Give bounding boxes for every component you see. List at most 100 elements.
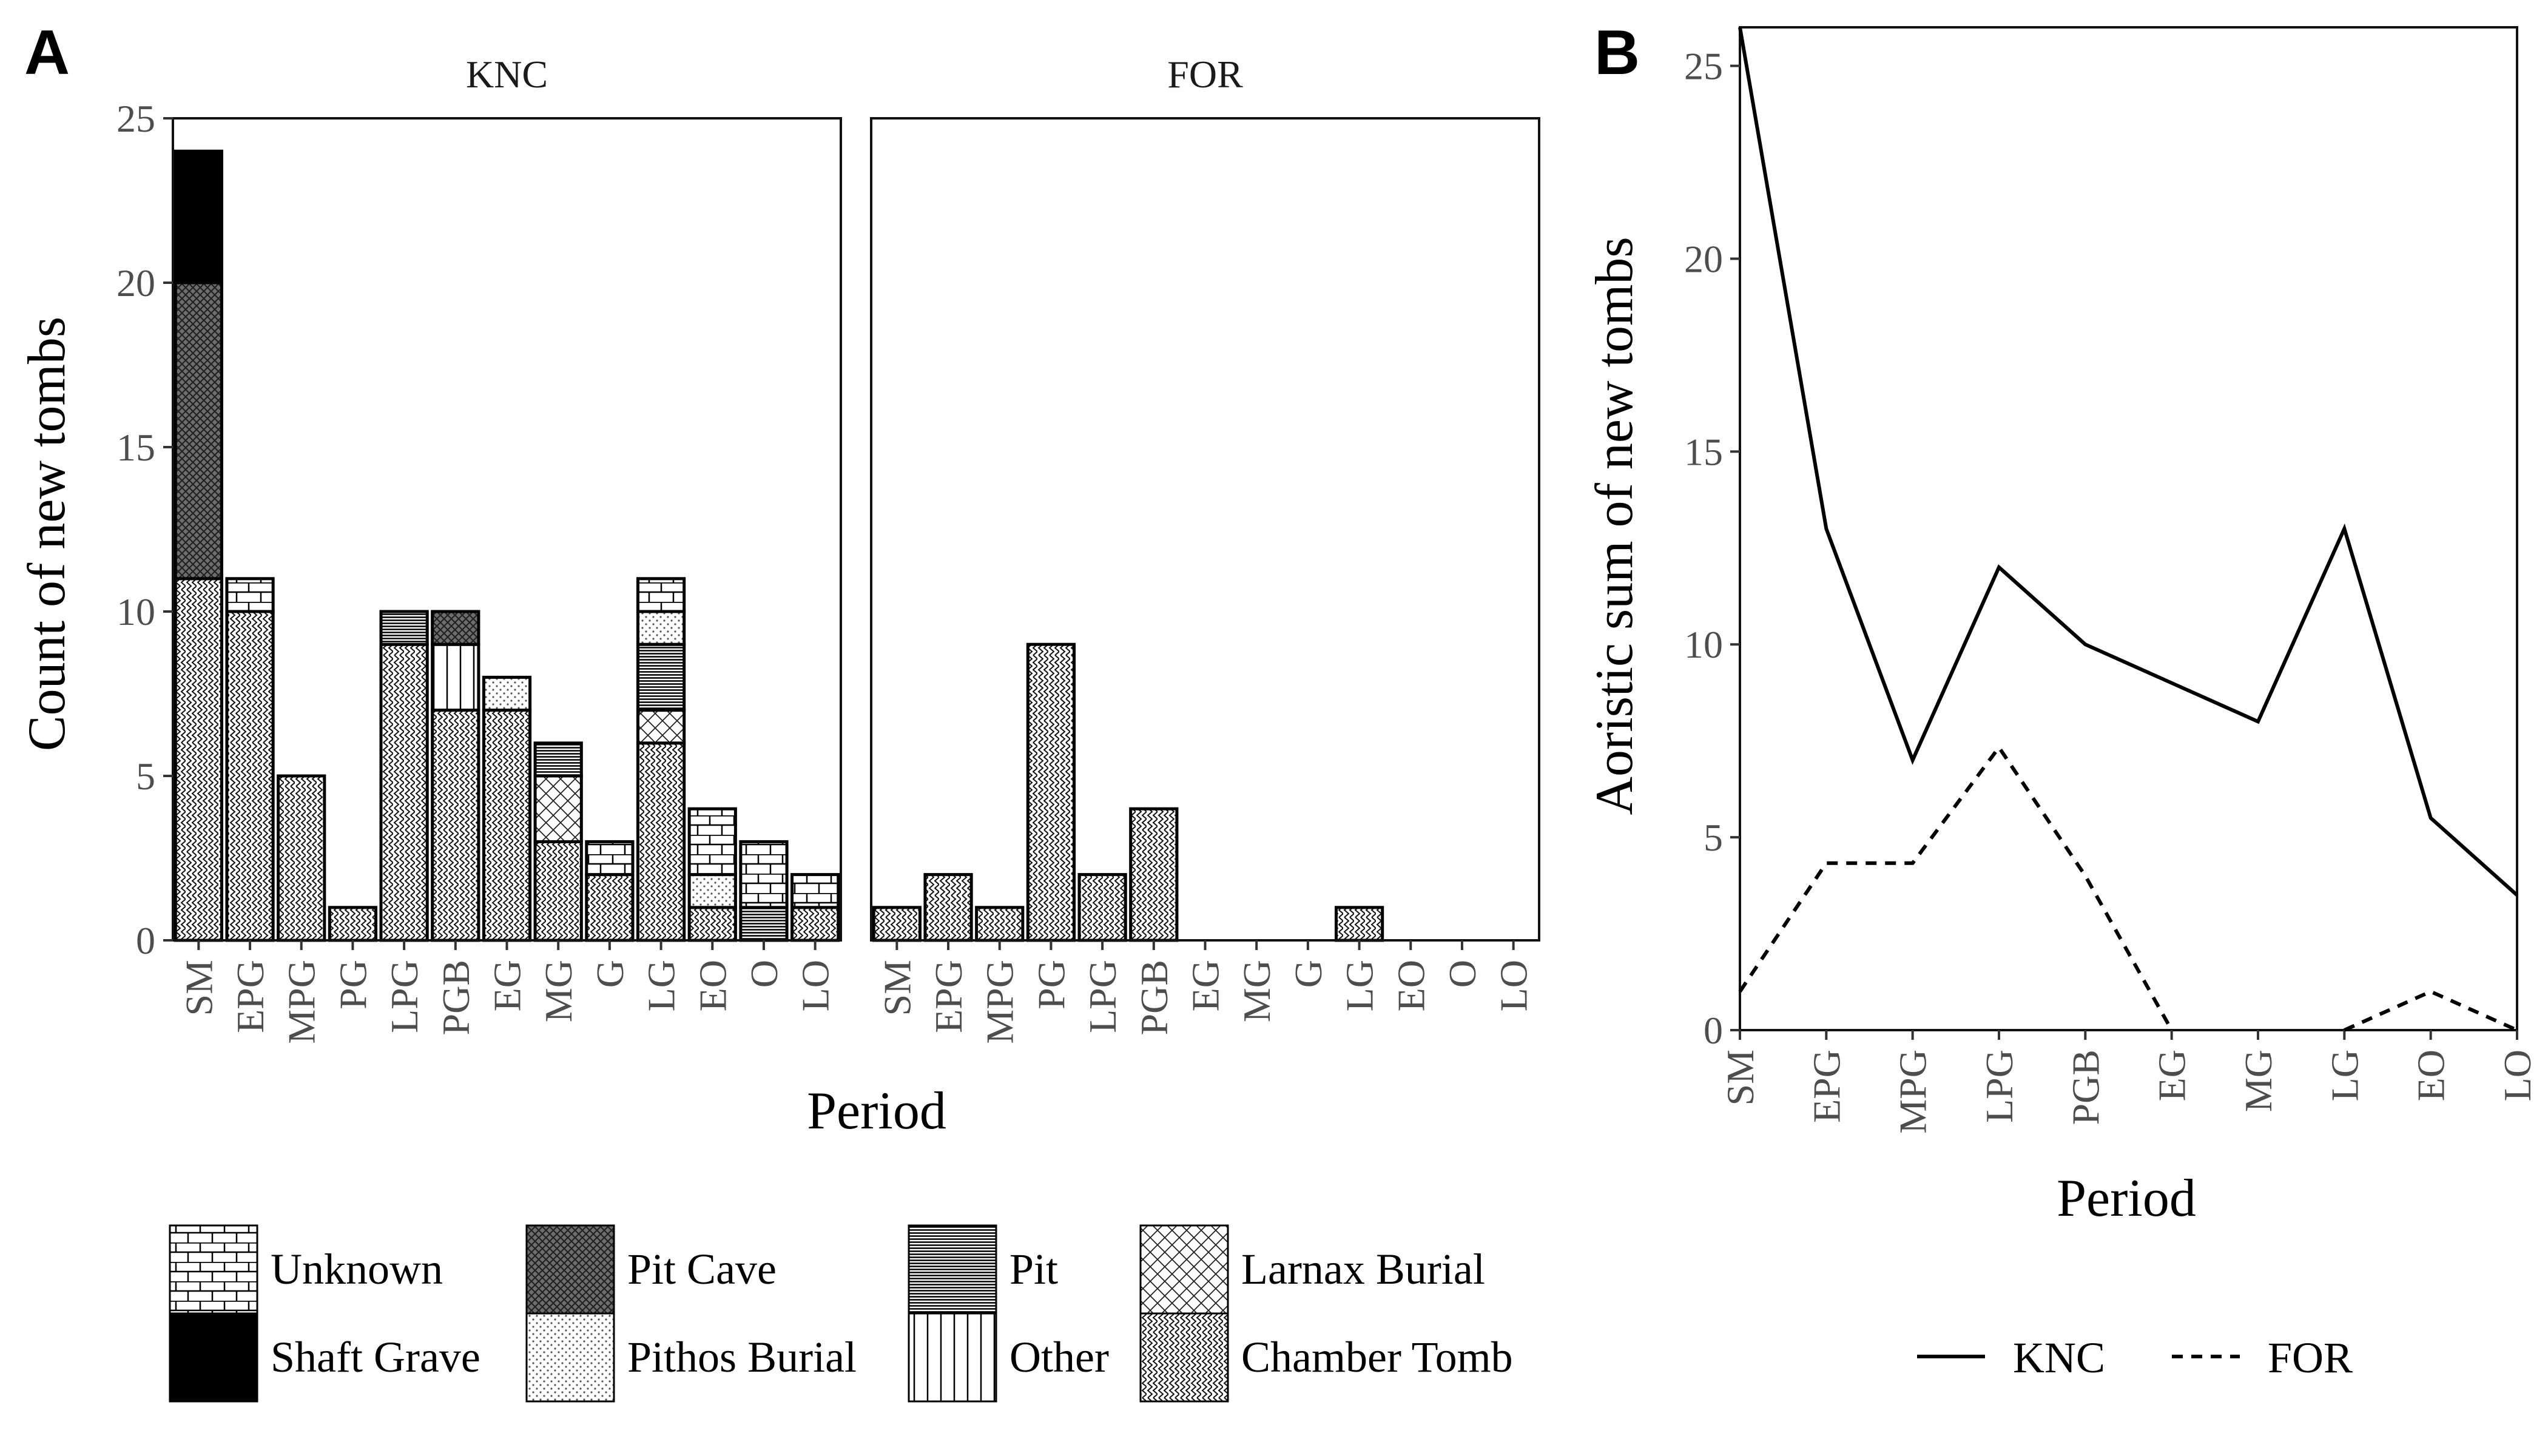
panel-b-label: B bbox=[1594, 18, 1640, 88]
panel-a-y-tick-label: 0 bbox=[136, 919, 155, 962]
panel-a-y-axis-title: Count of new tombs bbox=[18, 317, 76, 751]
panel-b-x-tick-label-mg: MG bbox=[2237, 1050, 2280, 1112]
panel-b-y-axis-title: Aoristic sum of new tombs bbox=[1585, 237, 1644, 815]
panel-a-y-tick-label: 20 bbox=[116, 261, 155, 305]
legend-label-knc: KNC bbox=[2013, 1333, 2105, 1382]
legend-label-pit-cave: Pit Cave bbox=[627, 1245, 777, 1293]
legend-key-pit-cave bbox=[525, 1224, 615, 1315]
x-tick-label-knc-g: G bbox=[588, 960, 632, 988]
bar-knc-o-unknown bbox=[739, 840, 789, 909]
panel-b-x-tick-label-lg: LG bbox=[2323, 1050, 2366, 1101]
bar-for-pgb-chamber-tomb bbox=[1129, 807, 1179, 942]
panel-b-x-tick-label-epg: EPG bbox=[1805, 1050, 1848, 1123]
line-for-segment-2 bbox=[2344, 989, 2518, 1032]
panel-b-y-tick-label: 20 bbox=[1684, 237, 1723, 280]
panel-a-y-tick-label: 15 bbox=[116, 426, 155, 469]
x-tick-label-knc-mg: MG bbox=[537, 960, 580, 1022]
x-tick-label-for-mpg: MPG bbox=[979, 960, 1022, 1044]
bar-knc-lg-chamber-tomb bbox=[636, 741, 686, 942]
legend-key-larnax-burial bbox=[1139, 1224, 1229, 1315]
panel-a-legend: Unknown Shaft Grave Pit Cave Pithos Burial P… bbox=[169, 1224, 1513, 1403]
x-tick-label-for-pg: PG bbox=[1030, 960, 1073, 1009]
panel-b-y-tick-label: 5 bbox=[1704, 816, 1723, 859]
legend-key-other bbox=[908, 1312, 997, 1403]
facet-label-knc: KNC bbox=[466, 53, 548, 96]
bar-knc-g-unknown bbox=[585, 840, 635, 877]
panel-b: 0 5 10 15 20 25 SM EPG MPG LPG PGB EG MG LG EO LO Perio… bbox=[1585, 26, 2539, 1382]
legend-key-pit bbox=[908, 1224, 997, 1315]
bar-knc-mg-chamber-tomb bbox=[533, 840, 583, 942]
x-tick-label-for-o: O bbox=[1441, 960, 1484, 988]
facet-frame-for bbox=[870, 117, 1540, 942]
bar-knc-mg-larnax-burial bbox=[533, 774, 583, 843]
bar-knc-pg-chamber-tomb bbox=[328, 906, 378, 942]
panel-b-x-tick-label-eg: EG bbox=[2151, 1050, 2194, 1101]
panel-a-y-tick-label: 10 bbox=[116, 590, 155, 633]
legend-label-for: FOR bbox=[2268, 1333, 2353, 1382]
x-tick-label-for-eg: EG bbox=[1184, 960, 1227, 1011]
bar-knc-epg-unknown bbox=[225, 577, 275, 613]
bar-knc-g-chamber-tomb bbox=[585, 873, 635, 942]
bar-knc-eg-pithos-burial bbox=[482, 675, 532, 712]
panel-b-axes: 0 5 10 15 20 25 SM EPG MPG LPG PGB EG MG LG EO LO bbox=[1684, 26, 2539, 1134]
x-tick-label-knc-mpg: MPG bbox=[280, 960, 323, 1044]
x-tick-label-knc-o: O bbox=[743, 960, 786, 988]
panel-b-y-tick-label: 0 bbox=[1704, 1009, 1723, 1052]
legend-key-shaft-grave bbox=[169, 1312, 258, 1403]
panel-a-y-tick-label: 5 bbox=[136, 755, 155, 798]
x-tick-label-knc-pgb: PGB bbox=[434, 960, 477, 1036]
bar-knc-epg-chamber-tomb bbox=[225, 610, 275, 942]
bar-knc-pgb-other bbox=[431, 642, 480, 712]
x-tick-label-knc-epg: EPG bbox=[229, 960, 272, 1033]
bar-knc-eo-chamber-tomb bbox=[687, 906, 737, 942]
panel-b-x-tick-label-lpg: LPG bbox=[1978, 1050, 2021, 1123]
bar-knc-mg-pit bbox=[533, 741, 583, 778]
legend-label-larnax-burial: Larnax Burial bbox=[1241, 1245, 1485, 1293]
bar-for-lg-chamber-tomb bbox=[1334, 906, 1384, 942]
x-tick-label-knc-eg: EG bbox=[486, 960, 529, 1011]
bar-knc-pgb-chamber-tomb bbox=[431, 709, 480, 942]
legend-key-pithos-burial bbox=[525, 1312, 615, 1403]
x-tick-label-for-lg: LG bbox=[1338, 960, 1381, 1011]
panel-b-legend: KNC FOR bbox=[1917, 1333, 2353, 1382]
x-tick-label-for-mg: MG bbox=[1235, 960, 1278, 1022]
panel-b-x-tick-label-pgb: PGB bbox=[2064, 1050, 2107, 1125]
bar-knc-eg-chamber-tomb bbox=[482, 709, 532, 942]
line-for-segment-1 bbox=[1738, 744, 2174, 1031]
bar-knc-lg-unknown bbox=[636, 577, 686, 613]
panel-b-lines bbox=[1738, 27, 2518, 1032]
bar-knc-lpg-pit bbox=[379, 610, 429, 646]
panel-a-bars bbox=[174, 149, 1384, 942]
panel-b-x-tick-label-lo: LO bbox=[2496, 1050, 2539, 1101]
panel-a-y-tick-label: 25 bbox=[116, 97, 155, 140]
x-tick-label-knc-lg: LG bbox=[640, 960, 683, 1011]
panel-a-label: A bbox=[24, 18, 70, 88]
panel-b-y-tick-label: 25 bbox=[1684, 45, 1723, 88]
panel-b-x-tick-label-mpg: MPG bbox=[1892, 1050, 1935, 1134]
x-tick-label-for-sm: SM bbox=[875, 960, 918, 1016]
x-tick-label-knc-eo: EO bbox=[691, 960, 734, 1011]
bar-for-mpg-chamber-tomb bbox=[975, 906, 1025, 942]
panel-b-y-tick-label: 15 bbox=[1684, 430, 1723, 473]
bar-for-pg-chamber-tomb bbox=[1026, 642, 1076, 942]
legend-label-pit: Pit bbox=[1009, 1245, 1058, 1293]
panel-b-x-tick-label-sm: SM bbox=[1719, 1050, 1762, 1106]
x-tick-label-for-eo: EO bbox=[1389, 960, 1432, 1011]
legend-label-other: Other bbox=[1009, 1333, 1109, 1381]
legend-label-unknown: Unknown bbox=[271, 1245, 443, 1293]
panel-a-x-axis-title: Period bbox=[807, 1082, 946, 1141]
legend-key-unknown bbox=[169, 1224, 258, 1315]
x-tick-label-for-epg: EPG bbox=[927, 960, 970, 1033]
bar-knc-sm-chamber-tomb bbox=[174, 577, 223, 942]
bar-for-lpg-chamber-tomb bbox=[1077, 873, 1127, 942]
x-tick-label-knc-lo: LO bbox=[794, 960, 837, 1011]
x-tick-label-for-lpg: LPG bbox=[1081, 960, 1124, 1033]
x-tick-label-knc-lpg: LPG bbox=[383, 960, 426, 1033]
panel-b-y-tick-label: 10 bbox=[1684, 623, 1723, 666]
x-tick-label-for-lo: LO bbox=[1492, 960, 1535, 1011]
x-tick-label-for-pgb: PGB bbox=[1133, 960, 1176, 1036]
bar-knc-sm-pit-cave bbox=[174, 281, 223, 581]
bar-knc-sm-shaft-grave bbox=[174, 149, 223, 285]
